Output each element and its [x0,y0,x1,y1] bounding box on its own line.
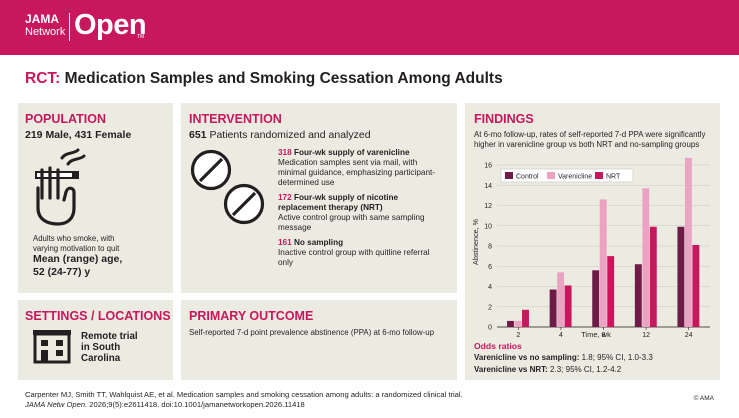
logo-network-text: Network [25,26,66,38]
bar-varenicline-2 [514,320,522,327]
y-tick-label: 16 [484,163,492,170]
odds-nrt-label: Varenicline vs NRT: [474,365,548,374]
male-label: Male, [45,129,72,141]
legend-label-control: Control [516,174,539,181]
legend-swatch-nrt [595,172,603,179]
bar-nrt-12 [649,226,657,327]
bar-varenicline-4 [557,272,565,327]
arm-nrt-count: 172 [278,193,292,202]
settings-heading: SETTINGS / LOCATIONS [25,309,171,323]
x-axis-label: Time, wk [581,330,611,339]
arm-varenicline-name: Four-wk supply of varenicline [293,148,410,157]
female-count: 431 [74,129,93,141]
odds-row-no-sampling: Varenicline vs no sampling: 1.8; 95% CI,… [474,353,653,363]
copyright: © AMA [693,395,714,402]
arm-nrt-name: Four-wk supply of nicotine replacement t… [278,193,399,212]
odds-no-sampling-value: 1.8; 95% CI, 1.0-3.3 [581,353,653,362]
citation-journal: JAMA Netw Open. [25,400,88,409]
x-tick-label: 8 [602,332,606,339]
arm-varenicline: 318 Four-wk supply of varenicline Medica… [278,148,443,188]
y-tick-label: 12 [484,203,492,210]
title-prefix: RCT: [25,70,61,87]
female-label: Female [95,129,132,141]
population-heading: POPULATION [25,112,107,126]
y-tick-label: 4 [488,284,492,291]
legend-swatch-varenicline [547,172,555,179]
age-value: 52 (24-77) y [33,266,91,278]
randomized-count: 651 [189,129,207,141]
outcome-panel [181,300,457,380]
randomized-line: 651 Patients randomized and analyzed [189,129,371,142]
legend-label-nrt: NRT [606,174,621,181]
bar-varenicline-12 [642,188,650,327]
legend-label-varenicline: Varenicline [558,174,592,181]
y-tick-label: 6 [488,264,492,271]
x-tick-label: 4 [559,332,563,339]
odds-heading: Odds ratios [474,341,522,351]
x-tick-label: 2 [516,332,520,339]
bar-control-2 [507,320,514,327]
randomized-label: Patients randomized and analyzed [209,129,371,141]
settings-location: Remote trial in South Carolina [81,331,138,364]
arm-nrt: 172 Four-wk supply of nicotine replaceme… [278,193,443,233]
x-tick-label: 12 [642,332,650,339]
bar-control-4 [549,289,557,327]
arm-varenicline-count: 318 [278,148,292,157]
odds-row-nrt: Varenicline vs NRT: 2.3; 95% CI, 1.2-4.2 [474,365,621,375]
arm-nrt-description: Active control group with same sampling … [278,213,425,232]
findings-text: At 6-mo follow-up, rates of self-reporte… [474,130,706,149]
logo-open-text: Open [74,9,147,41]
bar-nrt-24 [692,244,700,327]
y-tick-label: 2 [488,304,492,311]
arm-varenicline-description: Medication samples sent via mail, with m… [278,158,436,187]
legend-swatch-control [505,172,513,179]
y-tick-label: 0 [488,325,492,332]
outcome-text: Self-reported 7-d point prevalence absti… [189,328,435,337]
bar-nrt-4 [564,285,572,327]
citation-line1: Carpenter MJ, Smith TT, Wahlquist AE, et… [25,390,463,399]
pills-icon [190,149,265,225]
odds-nrt-value: 2.3; 95% CI, 1.2-4.2 [550,365,622,374]
population-panel [18,103,173,293]
male-count: 219 [25,129,43,141]
logo-jama-text: JAMA [25,12,60,26]
arm-no-sampling: 161 No sampling Inactive control group w… [278,238,443,268]
y-tick-label: 10 [484,223,492,230]
bar-control-8 [592,270,600,327]
logo-divider [69,13,70,41]
odds-no-sampling-label: Varenicline vs no sampling: [474,353,580,362]
bar-varenicline-8 [599,199,607,327]
header-banner: JAMA Network Open TM [0,0,739,55]
citation: Carpenter MJ, Smith TT, Wahlquist AE, et… [25,390,463,410]
cigarette-hand-icon [35,148,86,226]
citation-details: 2026;9(5):e2611418. doi:10.1001/jamanetw… [87,400,305,409]
bar-control-24 [677,226,685,327]
bar-control-12 [634,264,642,327]
y-axis-label: Abstinence, % [471,218,480,265]
page-title: RCT: Medication Samples and Smoking Cess… [25,70,503,88]
bar-nrt-2 [522,309,529,327]
bar-nrt-8 [607,256,615,327]
y-tick-label: 14 [484,183,492,190]
title-text: Medication Samples and Smoking Cessation… [64,70,503,87]
chart-legend: Control Varenicline NRT [500,168,634,183]
population-description: Adults who smoke, with varying motivatio… [33,234,120,253]
findings-heading: FINDINGS [474,112,534,126]
y-tick-label: 8 [488,244,492,251]
intervention-heading: INTERVENTION [189,112,282,126]
arm-no-sampling-count: 161 [278,238,292,247]
logo-trademark: TM [137,34,145,40]
age-label: Mean (range) age, [33,253,123,265]
outcome-heading: PRIMARY OUTCOME [189,309,314,323]
bar-varenicline-24 [684,157,692,327]
arm-no-sampling-name: No sampling [293,238,344,247]
population-counts: 219 Male, 431 Female [25,129,131,142]
building-icon [33,330,71,364]
x-tick-label: 24 [685,332,693,339]
arm-no-sampling-description: Inactive control group with quitline ref… [278,248,430,267]
citation-line2: JAMA Netw Open. 2026;9(5):e2611418. doi:… [25,400,463,410]
